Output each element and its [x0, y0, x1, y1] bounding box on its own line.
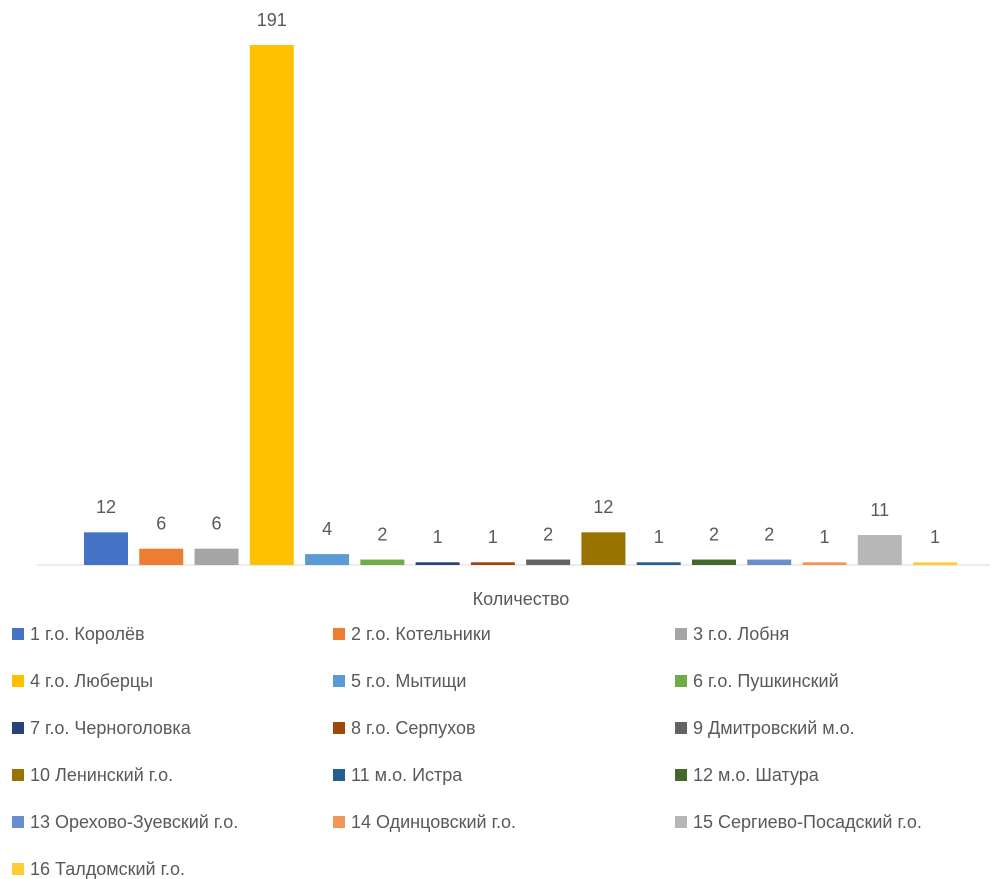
data-label: 191	[257, 10, 287, 30]
bar	[857, 535, 902, 565]
bar	[84, 532, 128, 565]
legend-label: 5 г.о. Мытищи	[351, 671, 467, 691]
bar	[470, 562, 515, 565]
legend-label: 1 г.о. Королёв	[30, 624, 145, 644]
bar	[194, 548, 239, 565]
legend-label: 9 Дмитровский м.о.	[693, 718, 855, 738]
bar	[913, 562, 958, 565]
data-label: 1	[433, 527, 443, 547]
bar	[249, 45, 294, 565]
bar	[415, 562, 460, 565]
data-label: 1	[654, 527, 664, 547]
bar	[802, 562, 847, 565]
legend-label: 13 Орехово-Зуевский г.о.	[30, 812, 238, 832]
category-label: Количество	[473, 589, 570, 609]
bar	[636, 562, 681, 565]
legend-swatch	[675, 769, 687, 781]
bar	[526, 559, 571, 565]
legend-label: 14 Одинцовский г.о.	[351, 812, 516, 832]
data-label: 2	[709, 524, 719, 544]
data-label: 12	[593, 497, 613, 517]
bar	[581, 532, 626, 565]
legend-label: 11 м.о. Истра	[351, 765, 463, 785]
legend-label: 3 г.о. Лобня	[693, 624, 789, 644]
legend-label: 2 г.о. Котельники	[351, 624, 491, 644]
data-label: 1	[820, 527, 830, 547]
legend-label: 16 Талдомский г.о.	[30, 859, 185, 879]
bar	[139, 548, 184, 565]
legend-swatch	[675, 628, 687, 640]
legend-swatch	[675, 816, 687, 828]
legend-swatch	[333, 769, 345, 781]
legend-swatch	[333, 628, 345, 640]
data-label: 4	[322, 519, 332, 539]
legend-swatch	[12, 863, 24, 875]
legend-swatch	[12, 675, 24, 687]
data-label: 2	[764, 524, 774, 544]
legend-label: 10 Ленинский г.о.	[30, 765, 173, 785]
legend-swatch	[333, 816, 345, 828]
data-label: 6	[156, 513, 166, 533]
legend-label: 12 м.о. Шатура	[693, 765, 820, 785]
bar	[360, 559, 405, 565]
bar	[691, 559, 736, 565]
legend-swatch	[333, 722, 345, 734]
data-label: 2	[377, 524, 387, 544]
legend-swatch	[333, 675, 345, 687]
legend-label: 8 г.о. Серпухов	[351, 718, 476, 738]
legend-swatch	[675, 722, 687, 734]
legend-label: 4 г.о. Люберцы	[30, 671, 153, 691]
legend-swatch	[12, 628, 24, 640]
legend-swatch	[12, 722, 24, 734]
data-label: 11	[870, 500, 889, 520]
data-label: 1	[488, 527, 498, 547]
legend-swatch	[12, 769, 24, 781]
bar	[747, 559, 792, 565]
legend-label: 6 г.о. Пушкинский	[693, 671, 839, 691]
legend-swatch	[675, 675, 687, 687]
legend-label: 15 Сергиево-Посадский г.о.	[693, 812, 922, 832]
data-label: 6	[212, 513, 222, 533]
legend-swatch	[12, 816, 24, 828]
data-label: 12	[96, 497, 116, 517]
data-label: 1	[930, 527, 940, 547]
legend-label: 7 г.о. Черноголовка	[30, 718, 192, 738]
bar	[305, 554, 350, 565]
data-label: 2	[543, 524, 553, 544]
